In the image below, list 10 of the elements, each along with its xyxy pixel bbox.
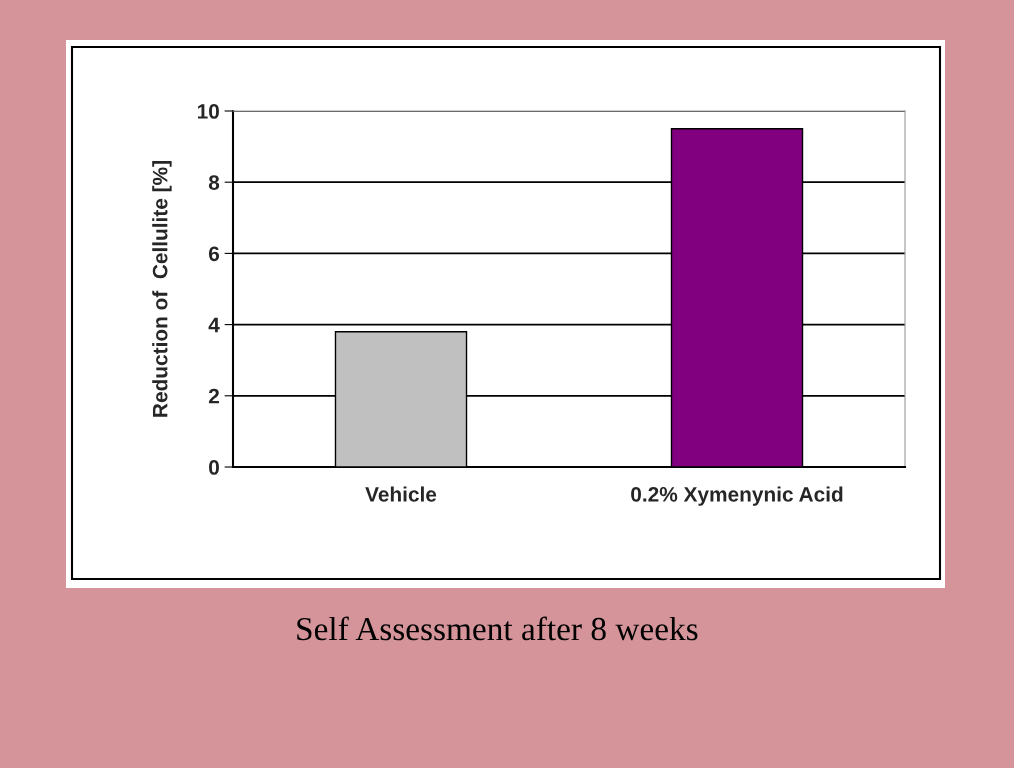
y-tick-label: 10 (197, 104, 219, 119)
y-tick-label: 4 (208, 317, 220, 333)
x-tick-label: 0.2% Xymenynic Acid (631, 486, 843, 506)
text: Self Assessment after 8 weeks (297, 616, 698, 641)
y-tick-label: 2 (208, 388, 219, 404)
y-tick-label: 8 (208, 175, 220, 190)
y-tick-label: 6 (208, 246, 220, 262)
y-tick-label: 0 (209, 460, 219, 475)
x-tick-label: Vehicle (365, 486, 437, 502)
y-axis-title: Reduction of Cellulite [%] (152, 161, 172, 417)
